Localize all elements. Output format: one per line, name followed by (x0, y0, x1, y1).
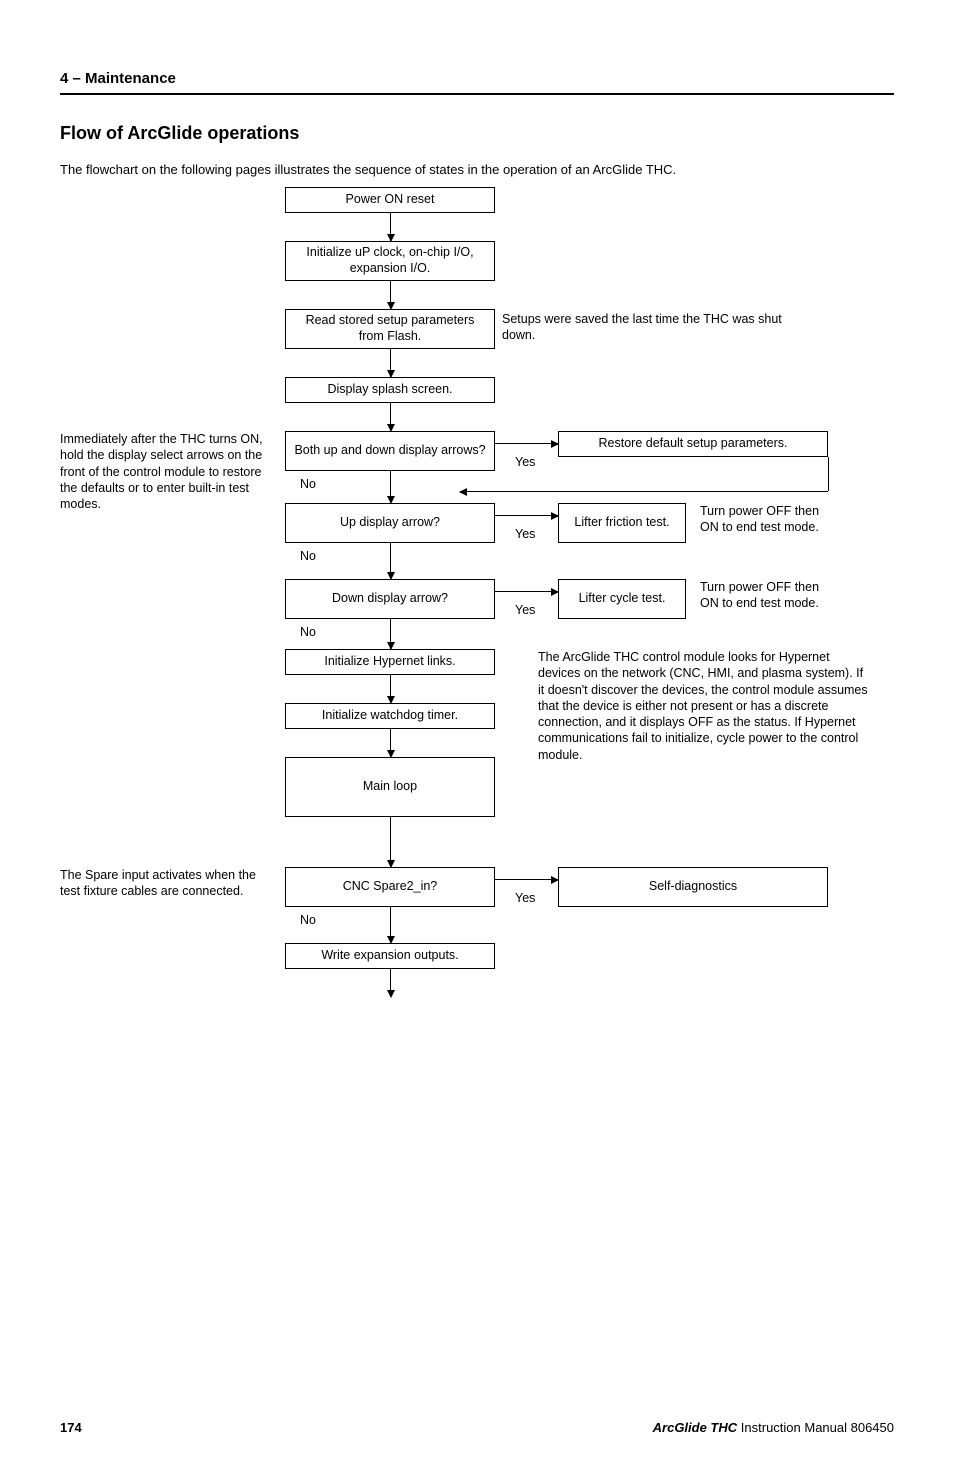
page-footer: 174 ArcGlide THC Instruction Manual 8064… (60, 1420, 894, 1435)
label-yes: Yes (515, 603, 535, 617)
arrow-down-icon (390, 907, 391, 943)
arrow-right-icon (495, 443, 558, 444)
arrow-down-icon (390, 281, 391, 309)
arrow-down-icon (390, 543, 391, 579)
node-write-expansion: Write expansion outputs. (285, 943, 495, 969)
node-lifter-cycle: Lifter cycle test. (558, 579, 686, 619)
product-name: ArcGlide THC (653, 1420, 738, 1435)
node-read-stored: Read stored setup parameters from Flash. (285, 309, 495, 349)
arrow-down-icon (390, 471, 391, 503)
flowchart: Power ON reset Initialize uP clock, on-c… (60, 187, 894, 1227)
arrow-down-icon (390, 969, 391, 997)
label-no: No (300, 549, 316, 563)
label-yes: Yes (515, 527, 535, 541)
node-lifter-friction: Lifter friction test. (558, 503, 686, 543)
arrow-right-icon (495, 879, 558, 880)
intro-text: The flowchart on the following pages ill… (60, 162, 894, 177)
arrow-down-icon (390, 619, 391, 649)
annotation-immediately: Immediately after the THC turns ON, hold… (60, 431, 270, 512)
arrow-down-icon (390, 213, 391, 241)
node-restore-defaults: Restore default setup parameters. (558, 431, 828, 457)
label-no: No (300, 913, 316, 927)
annotation-turn-off-2: Turn power OFF then ON to end test mode. (700, 579, 830, 612)
node-init-watchdog: Initialize watchdog timer. (285, 703, 495, 729)
label-yes: Yes (515, 891, 535, 905)
node-both-arrows: Both up and down display arrows? (285, 431, 495, 471)
arrow-right-icon (495, 515, 558, 516)
annotation-turn-off-1: Turn power OFF then ON to end test mode. (700, 503, 830, 536)
arrow-down-icon (390, 729, 391, 757)
connector-line (828, 457, 829, 491)
section-header: 4 – Maintenance (60, 70, 894, 95)
node-self-diagnostics: Self-diagnostics (558, 867, 828, 907)
node-splash: Display splash screen. (285, 377, 495, 403)
node-down-arrow: Down display arrow? (285, 579, 495, 619)
arrow-down-icon (390, 403, 391, 431)
label-no: No (300, 625, 316, 639)
node-main-loop: Main loop (285, 757, 495, 817)
annotation-arcglide-looks: The ArcGlide THC control module looks fo… (538, 649, 868, 763)
label-yes: Yes (515, 455, 535, 469)
annotation-spare-input: The Spare input activates when the test … (60, 867, 270, 900)
node-init-hypernet: Initialize Hypernet links. (285, 649, 495, 675)
connector-line (500, 491, 828, 492)
footer-right: ArcGlide THC Instruction Manual 806450 (653, 1420, 894, 1435)
node-init-clock: Initialize uP clock, on-chip I/O, expans… (285, 241, 495, 281)
annotation-setups-saved: Setups were saved the last time the THC … (502, 311, 812, 344)
section-title: Flow of ArcGlide operations (60, 123, 894, 144)
node-power-on-reset: Power ON reset (285, 187, 495, 213)
arrow-down-icon (390, 817, 391, 867)
arrow-down-icon (390, 349, 391, 377)
page-number: 174 (60, 1420, 82, 1435)
node-up-arrow: Up display arrow? (285, 503, 495, 543)
arrow-left-icon (460, 491, 500, 492)
label-no: No (300, 477, 316, 491)
arrow-down-icon (390, 675, 391, 703)
node-cnc-spare: CNC Spare2_in? (285, 867, 495, 907)
arrow-right-icon (495, 591, 558, 592)
manual-ref: Instruction Manual 806450 (741, 1420, 894, 1435)
